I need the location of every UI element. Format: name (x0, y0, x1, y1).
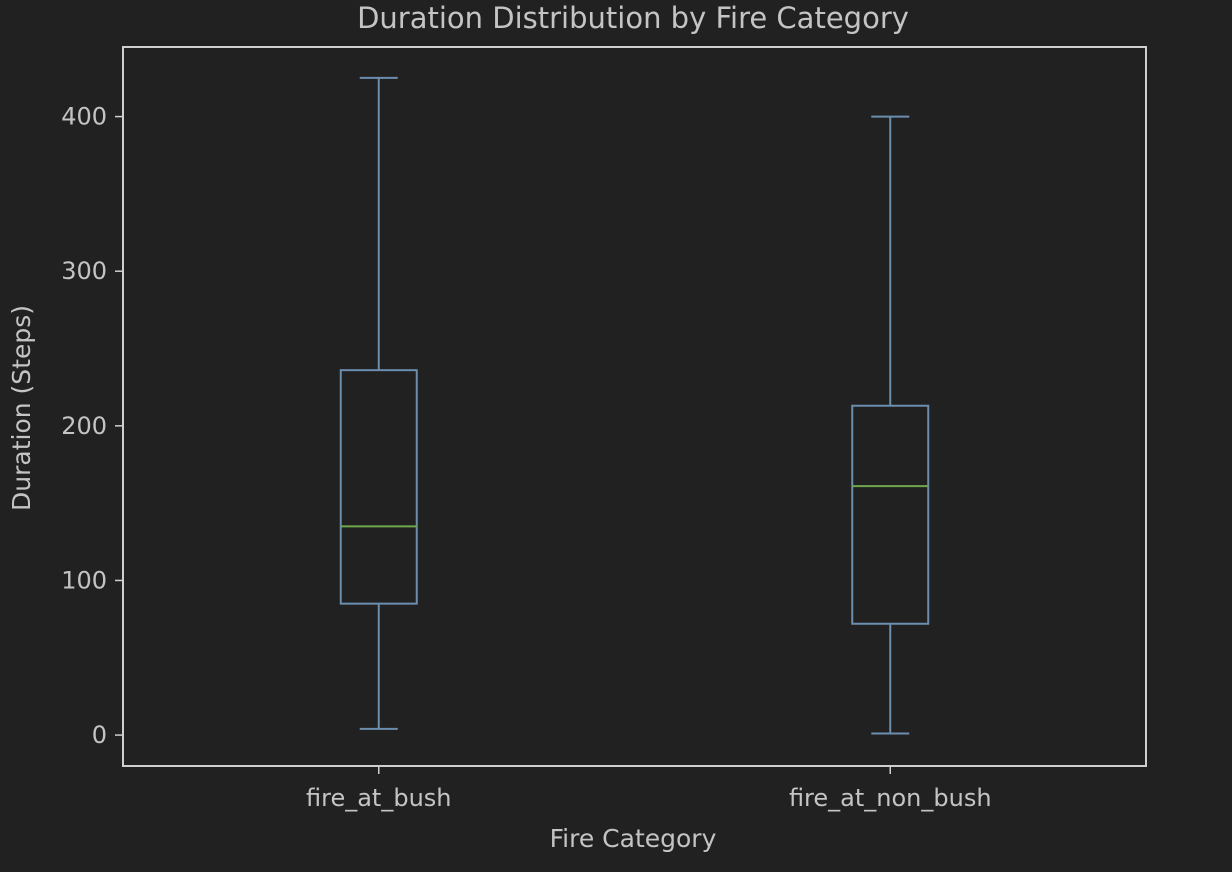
y-tick-label: 0 (92, 721, 107, 749)
iqr-box (339, 369, 418, 605)
box-series (339, 76, 930, 735)
chart-title: Duration Distribution by Fire Category (357, 1, 909, 35)
y-axis-label: Duration (Steps) (7, 305, 36, 511)
iqr-box (851, 404, 930, 625)
x-axis-label: Fire Category (550, 824, 717, 853)
y-tick-label: 100 (61, 566, 107, 594)
box-fire_at_bush (339, 76, 418, 730)
y-tick-label: 400 (61, 103, 107, 131)
y-axis: 0 100 200 300 400 (61, 103, 123, 749)
y-tick-label: 200 (61, 412, 107, 440)
x-tick-label: fire_at_non_bush (789, 784, 992, 812)
x-axis: fire_at_bush fire_at_non_bush (306, 766, 992, 812)
x-tick-label: fire_at_bush (306, 784, 452, 812)
y-tick-label: 300 (61, 257, 107, 285)
plot-area (122, 46, 1147, 767)
box-fire_at_non_bush (851, 115, 930, 735)
